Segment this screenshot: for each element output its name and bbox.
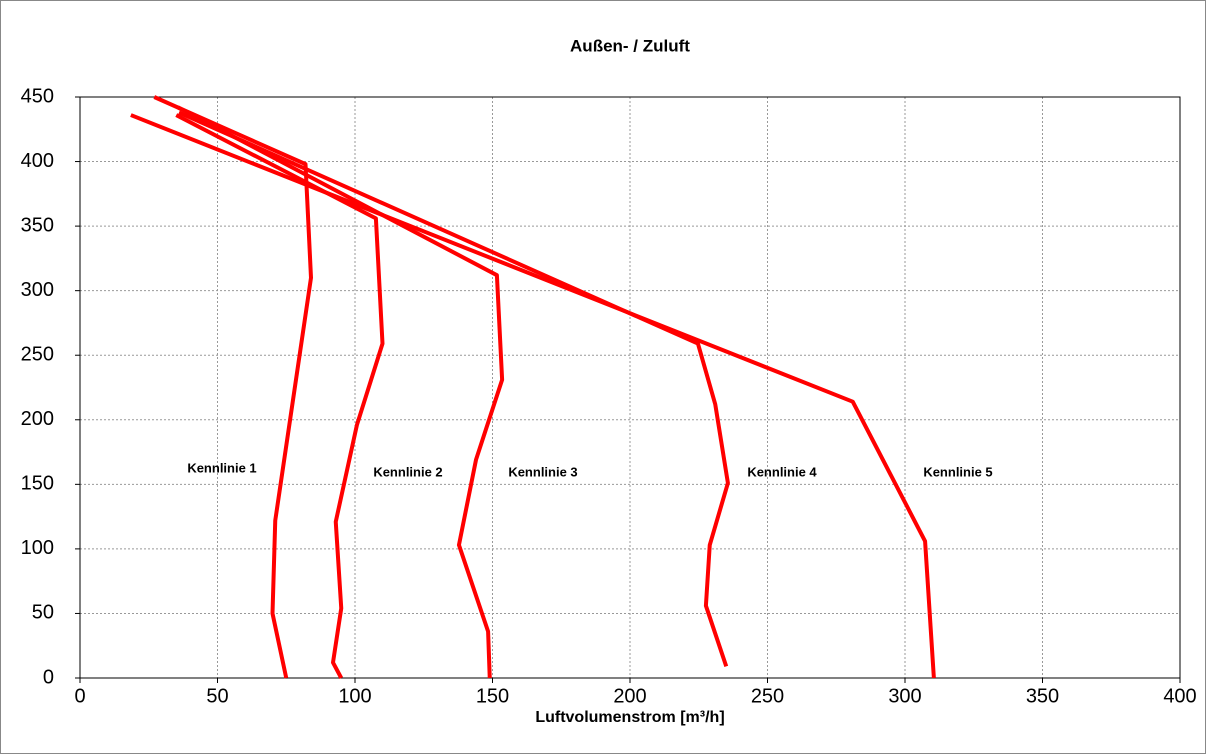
series-label: Kennlinie 4 <box>747 464 817 479</box>
series-label: Kennlinie 1 <box>187 460 256 475</box>
y-tick-label: 350 <box>21 214 54 236</box>
x-tick-label: 0 <box>74 685 85 707</box>
y-tick-label: 400 <box>21 150 54 172</box>
x-tick-label: 400 <box>1163 685 1196 707</box>
x-axis-label: Luftvolumenstrom [m³/h] <box>535 709 724 726</box>
y-tick-label: 100 <box>21 537 54 559</box>
y-tick-label: 50 <box>32 602 54 624</box>
series-line <box>178 110 730 668</box>
series-line <box>175 113 385 679</box>
series-label: Kennlinie 5 <box>923 464 992 479</box>
x-tick-label: 50 <box>206 685 228 707</box>
series-line <box>153 95 313 679</box>
y-tick-label: 0 <box>43 666 54 688</box>
x-tick-label: 300 <box>888 685 921 707</box>
x-tick-label: 100 <box>338 685 371 707</box>
y-tick-label: 150 <box>21 473 54 495</box>
y-tick-label: 450 <box>21 85 54 107</box>
y-tick-label: 250 <box>21 344 54 366</box>
series-line <box>176 105 505 679</box>
series-label: Kennlinie 2 <box>373 464 442 479</box>
x-tick-label: 250 <box>751 685 784 707</box>
plot-area <box>79 96 1181 679</box>
series-label: Kennlinie 3 <box>508 464 577 479</box>
y-tick-label: 300 <box>21 279 54 301</box>
y-tick-label: 200 <box>21 408 54 430</box>
x-tick-label: 350 <box>1026 685 1059 707</box>
x-tick-label: 200 <box>613 685 646 707</box>
x-tick-label: 150 <box>476 685 509 707</box>
series-line <box>130 113 936 679</box>
chart-title: Außen- / Zuluft <box>570 36 690 55</box>
